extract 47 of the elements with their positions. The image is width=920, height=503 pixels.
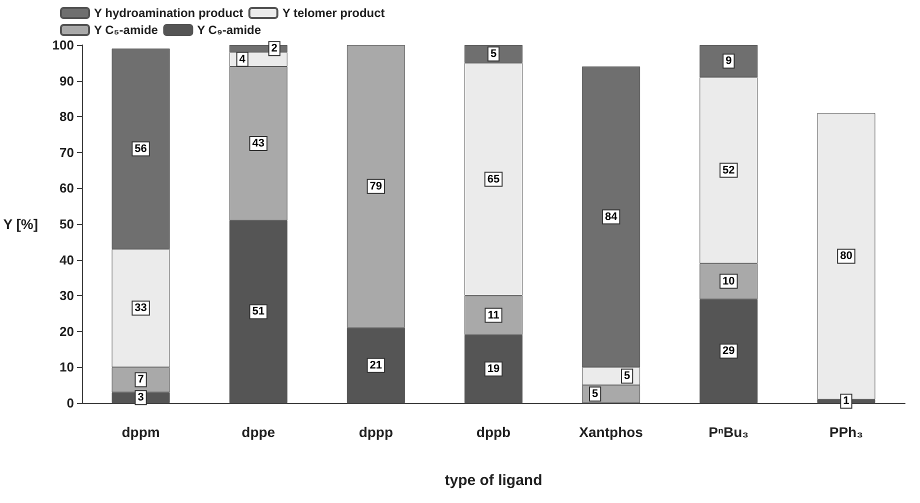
y-tick-label: 60	[60, 180, 74, 196]
data-label: 84	[604, 210, 618, 223]
data-label: 1	[843, 395, 850, 408]
x-axis-title: type of ligand	[444, 472, 542, 489]
data-label: 43	[252, 137, 264, 150]
data-label: 80	[840, 250, 852, 262]
legend-label: Y C₉-amide	[197, 23, 262, 37]
data-label: 5	[490, 48, 497, 60]
x-tick-label: dppp	[358, 424, 394, 440]
data-label: 9	[726, 55, 732, 68]
data-label: 33	[134, 302, 147, 314]
y-tick-label: 80	[60, 109, 74, 124]
data-label: 52	[722, 164, 735, 176]
x-tick-label: dppb	[476, 424, 511, 440]
y-tick-label: 20	[60, 324, 74, 339]
y-tick-label: 40	[60, 252, 74, 268]
y-axis-title: Y [%]	[3, 216, 38, 232]
y-tick-label: 90	[60, 73, 74, 88]
data-label: 7	[138, 374, 144, 386]
x-tick-label: PPh₃	[829, 424, 864, 440]
data-label: 79	[370, 180, 382, 192]
data-label: 10	[722, 275, 735, 288]
x-tick-label: PⁿBu₃	[708, 424, 749, 440]
data-label: 11	[488, 309, 500, 322]
data-label: 5	[592, 388, 598, 400]
data-label: 56	[134, 142, 147, 155]
y-tick-label: 10	[60, 360, 74, 375]
data-label: 21	[370, 359, 382, 372]
y-tick-label: 30	[60, 288, 74, 304]
data-label: 65	[487, 173, 500, 186]
data-label: 29	[722, 345, 735, 358]
x-tick-label: dppm	[122, 424, 160, 440]
y-tick-label: 70	[60, 144, 74, 160]
data-label: 2	[271, 42, 278, 55]
legend-label: Y hydroamination product	[94, 6, 244, 20]
data-label: 5	[624, 370, 630, 382]
data-label: 3	[138, 392, 144, 404]
legend-label: Y C₅-amide	[94, 23, 158, 37]
data-label: 4	[239, 53, 246, 66]
y-tick-label: 0	[66, 396, 74, 410]
legend-label: Y telomer product	[282, 6, 385, 20]
data-label: 19	[487, 362, 500, 375]
x-tick-label: Xantphos	[579, 424, 644, 440]
y-tick-label: 50	[60, 216, 74, 232]
y-tick-label: 100	[52, 38, 74, 52]
x-tick-label: dppe	[242, 424, 276, 440]
data-label: 51	[252, 306, 264, 318]
